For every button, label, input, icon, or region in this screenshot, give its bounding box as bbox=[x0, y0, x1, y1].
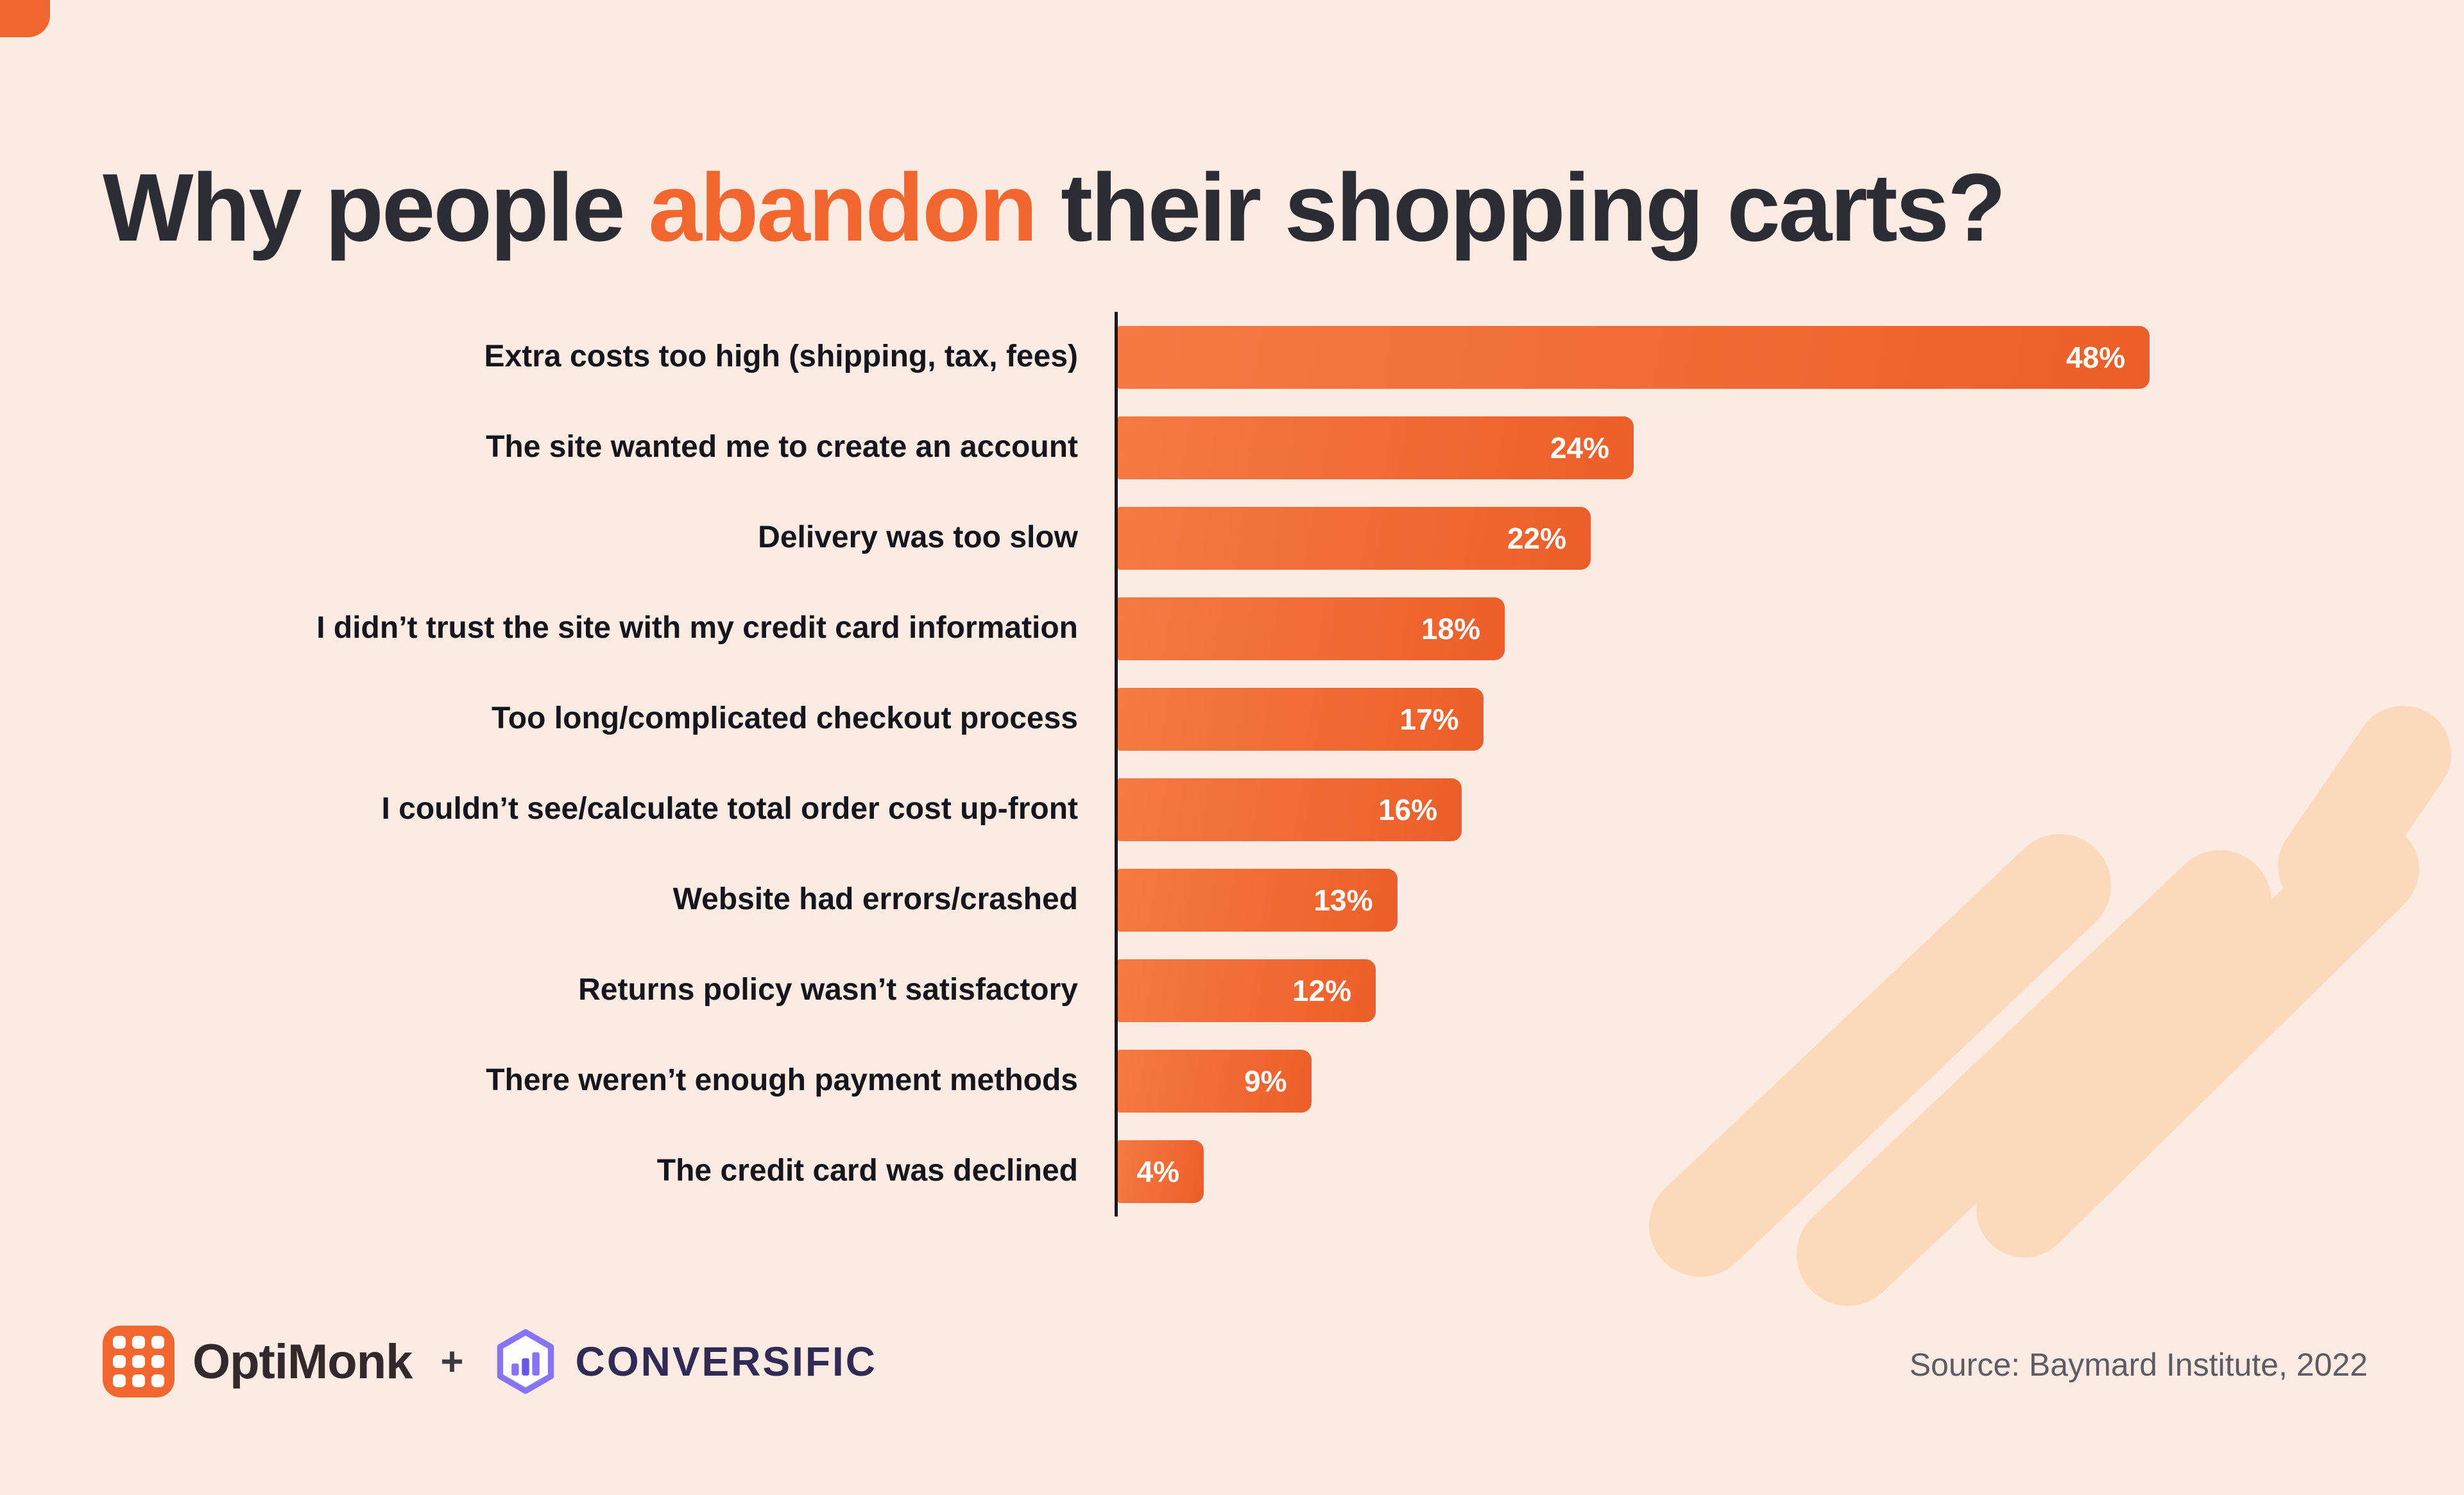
bar-chart: Extra costs too high (shipping, tax, fee… bbox=[0, 312, 2464, 1217]
conversific-logo: CONVERSIFIC bbox=[492, 1328, 877, 1395]
bar-row: The site wanted me to create an account … bbox=[0, 402, 2150, 493]
page-title: Why people abandon their shopping carts? bbox=[103, 153, 2006, 261]
bar-track: 24% bbox=[1115, 402, 2150, 493]
plus-sign: + bbox=[440, 1339, 464, 1384]
title-pre: Why people bbox=[103, 153, 649, 261]
bar-label: There weren’t enough payment methods bbox=[486, 1063, 1078, 1098]
bar: 48% bbox=[1118, 325, 2150, 389]
bar: 12% bbox=[1118, 959, 1376, 1022]
bar-row: Website had errors/crashed 13% bbox=[0, 855, 2150, 945]
bar-value: 16% bbox=[1378, 792, 1437, 826]
bar-label: I didn’t trust the site with my credit c… bbox=[316, 611, 1078, 645]
footer-logos: OptiMonk + CONVERSIFIC bbox=[103, 1323, 877, 1400]
bar-label: The credit card was declined bbox=[656, 1154, 1078, 1188]
bar-value: 22% bbox=[1507, 521, 1566, 555]
bar-row: Too long/complicated checkout process 17… bbox=[0, 674, 2150, 764]
bar-label: Website had errors/crashed bbox=[672, 882, 1078, 917]
bar-row: I couldn’t see/calculate total order cos… bbox=[0, 764, 2150, 855]
bar-rows: Extra costs too high (shipping, tax, fee… bbox=[0, 312, 2150, 1217]
bar-value: 24% bbox=[1550, 431, 1609, 465]
bar: 17% bbox=[1118, 687, 1484, 751]
bar-value: 48% bbox=[2066, 340, 2125, 374]
bar: 22% bbox=[1118, 506, 1591, 570]
bar: 18% bbox=[1118, 597, 1505, 660]
bar: 9% bbox=[1118, 1049, 1312, 1113]
bar-value: 9% bbox=[1244, 1064, 1287, 1098]
title-highlight: abandon bbox=[648, 153, 1038, 261]
bar-track: 22% bbox=[1115, 493, 2150, 583]
bar: 4% bbox=[1118, 1140, 1204, 1203]
bar-value: 4% bbox=[1136, 1154, 1179, 1188]
bar-track: 48% bbox=[1115, 312, 2150, 402]
bar-track: 4% bbox=[1115, 1126, 2150, 1217]
title-post: their shopping carts? bbox=[1036, 153, 2006, 261]
bar-label: Too long/complicated checkout process bbox=[492, 701, 1078, 736]
bar-label: The site wanted me to create an account bbox=[486, 430, 1078, 465]
optimonk-wordmark: OptiMonk bbox=[193, 1334, 413, 1389]
bar: 16% bbox=[1118, 778, 1462, 841]
bar-row: I didn’t trust the site with my credit c… bbox=[0, 583, 2150, 674]
bar: 24% bbox=[1118, 416, 1634, 479]
bar-row: The credit card was declined 4% bbox=[0, 1126, 2150, 1217]
bar-label: I couldn’t see/calculate total order cos… bbox=[381, 792, 1078, 826]
optimonk-icon bbox=[103, 1326, 175, 1397]
bar-value: 13% bbox=[1313, 883, 1373, 917]
bar-label: Returns policy wasn’t satisfactory bbox=[578, 973, 1078, 1007]
bar-track: 17% bbox=[1115, 674, 2150, 764]
bar-track: 16% bbox=[1115, 764, 2150, 855]
optimonk-logo: OptiMonk bbox=[103, 1326, 413, 1397]
bar: 13% bbox=[1118, 868, 1398, 932]
bar-label: Extra costs too high (shipping, tax, fee… bbox=[484, 339, 1078, 374]
bar-track: 12% bbox=[1115, 945, 2150, 1036]
corner-accent-shape bbox=[0, 0, 50, 37]
conversific-wordmark: CONVERSIFIC bbox=[575, 1338, 877, 1385]
bar-value: 12% bbox=[1292, 973, 1351, 1007]
bar-value: 18% bbox=[1421, 611, 1480, 645]
bar-value: 17% bbox=[1399, 702, 1459, 736]
bar-track: 9% bbox=[1115, 1036, 2150, 1126]
source-attribution: Source: Baymard Institute, 2022 bbox=[1909, 1347, 2368, 1383]
bar-row: There weren’t enough payment methods 9% bbox=[0, 1036, 2150, 1126]
conversific-icon bbox=[497, 1329, 554, 1394]
bar-label: Delivery was too slow bbox=[758, 520, 1078, 555]
bar-track: 13% bbox=[1115, 855, 2150, 945]
bar-row: Delivery was too slow 22% bbox=[0, 493, 2150, 583]
brush-decoration bbox=[1649, 706, 2451, 1306]
bar-track: 18% bbox=[1115, 583, 2150, 674]
bar-row: Extra costs too high (shipping, tax, fee… bbox=[0, 312, 2150, 402]
bar-row: Returns policy wasn’t satisfactory 12% bbox=[0, 945, 2150, 1036]
